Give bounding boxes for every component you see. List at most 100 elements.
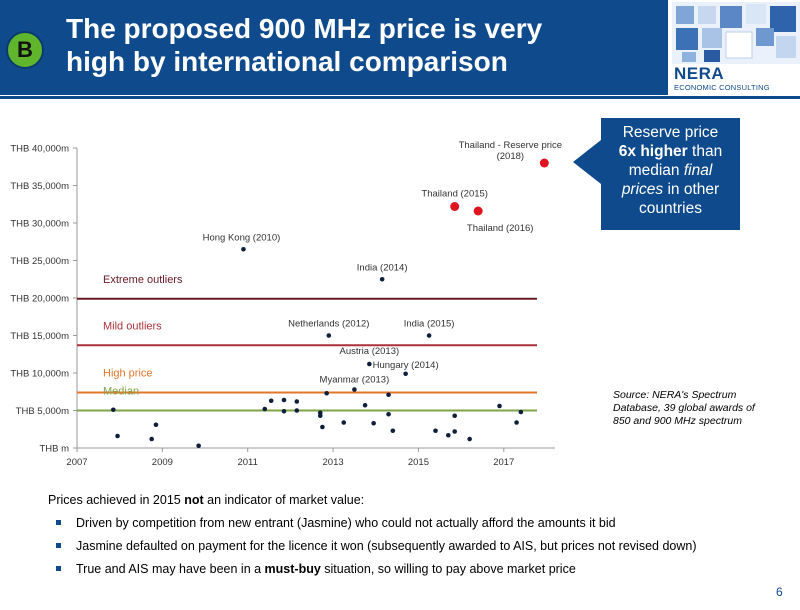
highlight-point xyxy=(539,158,549,168)
data-point xyxy=(518,409,524,415)
data-point xyxy=(390,428,396,434)
data-point xyxy=(341,420,347,425)
x-tick-label: 2017 xyxy=(493,457,514,468)
bullet-square-icon xyxy=(56,520,61,525)
data-point xyxy=(294,408,300,413)
highlight-label: Thailand - Reserve price xyxy=(459,140,563,151)
data-point xyxy=(371,420,376,426)
callout-line-4-rest: in other xyxy=(663,181,720,198)
source-line-3: 850 and 900 MHz spectrum xyxy=(613,415,742,427)
data-point xyxy=(403,371,408,377)
logo-tagline: ECONOMIC CONSULTING xyxy=(674,83,770,92)
slide-title-line-1: The proposed 900 MHz price is very xyxy=(66,13,543,44)
highlight-label: Thailand (2015) xyxy=(421,189,488,200)
y-tick-label: THB 5,000m xyxy=(16,406,69,417)
data-point xyxy=(262,406,268,412)
data-point xyxy=(433,428,438,434)
x-tick-label: 2011 xyxy=(237,457,257,468)
slide-header: B The proposed 900 MHz price is very hig… xyxy=(0,0,668,95)
y-tick-label: THB 15,000m xyxy=(10,331,69,342)
point-label: India (2015) xyxy=(404,319,455,330)
highlight-label-line-2: (2018) xyxy=(497,151,524,162)
y-tick-label: THB 10,000m xyxy=(10,369,69,380)
data-point xyxy=(514,420,519,425)
point-label: Hong Kong (2010) xyxy=(203,232,281,243)
bullet-item: Jasmine defaulted on payment for the lic… xyxy=(56,539,786,553)
source-line-2: Database, 39 global awards of xyxy=(613,402,755,414)
bullet-item: True and AIS may have been in a must-buy… xyxy=(56,562,786,576)
callout-line-3-pre: median xyxy=(628,162,684,179)
x-tick-label: 2013 xyxy=(323,457,344,468)
data-point xyxy=(268,398,274,404)
y-tick-label: THB 30,000m xyxy=(10,219,69,230)
nera-logo: NERA ECONOMIC CONSULTING xyxy=(668,0,800,95)
y-tick-label: THB m xyxy=(39,444,69,455)
data-point xyxy=(426,333,432,338)
data-point xyxy=(452,413,458,419)
callout-line-1: Reserve price xyxy=(622,124,719,141)
source-line-1: Source: NERA's Spectrum xyxy=(613,389,737,401)
point-label: Netherlands (2012) xyxy=(288,319,369,330)
bullet-list: Driven by competition from new entrant (… xyxy=(56,516,786,585)
reserve-price-callout: Reserve price 6x higher than median fina… xyxy=(601,118,740,230)
data-point xyxy=(379,276,385,282)
reference-line-label: Extreme outliers xyxy=(103,274,183,286)
data-point xyxy=(281,397,287,403)
y-tick-label: THB 35,000m xyxy=(10,181,69,192)
bullet-square-icon xyxy=(56,543,61,548)
intro-bold: not xyxy=(184,493,204,507)
bullet-square-icon xyxy=(56,566,61,571)
source-note: Source: NERA's Spectrum Database, 39 glo… xyxy=(613,389,783,428)
x-tick-label: 2007 xyxy=(66,457,87,468)
data-point xyxy=(115,433,120,439)
body-intro: Prices achieved in 2015 not an indicator… xyxy=(48,493,364,507)
header-rule xyxy=(0,96,800,99)
point-label: Myanmar (2013) xyxy=(320,375,390,386)
y-tick-label: THB 40,000m xyxy=(10,144,69,155)
callout-line-5: countries xyxy=(639,200,702,217)
data-point xyxy=(326,333,332,338)
reference-line-label: High price xyxy=(103,368,153,380)
data-point xyxy=(446,432,451,438)
callout-line-2-rest: than xyxy=(687,143,723,160)
callout-arrow-icon xyxy=(573,140,601,184)
y-tick-label: THB 20,000m xyxy=(10,294,69,305)
reference-line-label: Mild outliers xyxy=(103,320,162,332)
data-point xyxy=(386,411,391,417)
callout-line-4-italic: prices xyxy=(621,181,664,198)
data-point xyxy=(241,246,246,252)
x-tick-label: 2015 xyxy=(408,457,429,468)
highlight-point xyxy=(473,206,483,216)
slide-title: The proposed 900 MHz price is very high … xyxy=(66,12,666,78)
highlight-label: Thailand (2016) xyxy=(467,223,534,234)
bullet-item: Driven by competition from new entrant (… xyxy=(56,516,786,530)
data-point xyxy=(317,413,323,419)
callout-line-3: median final xyxy=(601,161,740,180)
point-label: Austria (2013) xyxy=(340,346,400,357)
callout-line-3-italic: final xyxy=(683,162,713,179)
data-point xyxy=(149,436,154,442)
data-point xyxy=(497,403,502,409)
slide-title-line-2: high by international comparison xyxy=(66,46,508,77)
page-number: 6 xyxy=(776,585,783,599)
callout-line-2: 6x higher than xyxy=(601,142,740,161)
data-point xyxy=(362,402,368,408)
callout-emphasis: 6x higher xyxy=(618,143,688,160)
reference-line-label: Median xyxy=(103,386,139,398)
point-label: Hungary (2014) xyxy=(373,360,439,371)
data-point xyxy=(153,422,159,428)
data-point xyxy=(320,424,325,430)
intro-post: an indicator of market value: xyxy=(203,493,365,507)
data-point xyxy=(452,429,458,434)
highlight-point xyxy=(450,202,460,211)
data-point xyxy=(281,408,287,414)
x-tick-label: 2009 xyxy=(152,457,173,468)
logo-wordmark: NERA xyxy=(674,64,725,83)
data-point xyxy=(110,407,116,413)
data-point xyxy=(386,392,391,398)
price-scatter-chart: THB m THB 5,000m THB 10,000m THB 15,000m THB… xyxy=(10,140,563,468)
callout-line-4: prices in other xyxy=(601,180,740,199)
y-tick-label: THB 25,000m xyxy=(10,256,69,267)
section-badge: B xyxy=(6,31,44,69)
data-point xyxy=(367,361,372,367)
